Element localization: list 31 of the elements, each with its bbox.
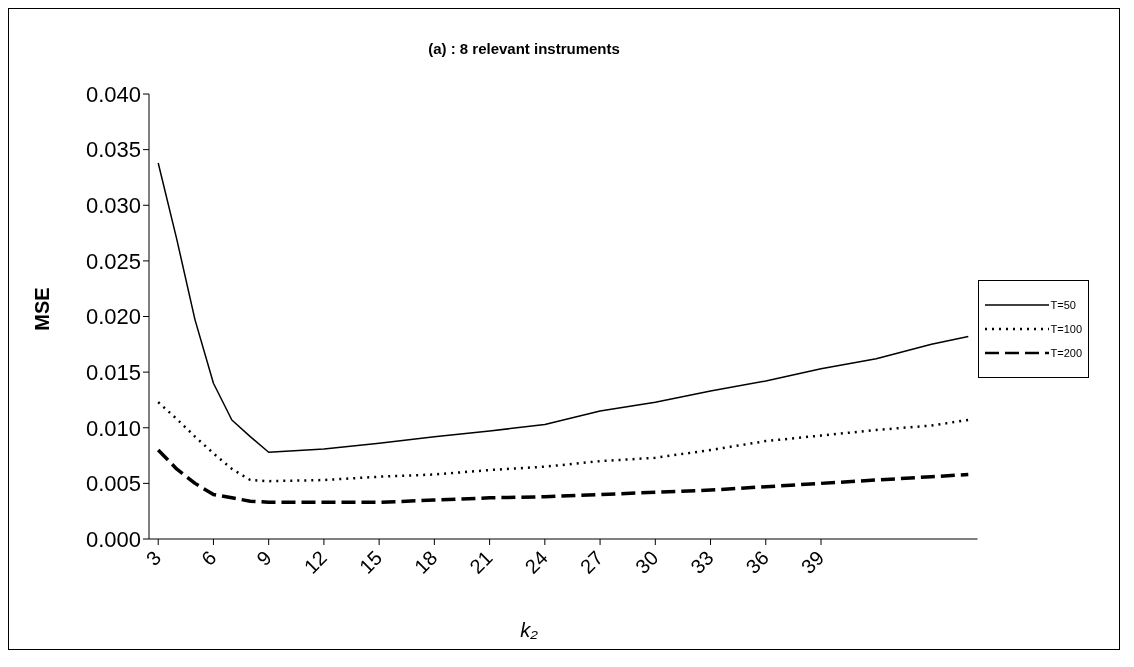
y-tick-label: 0.035 [85, 137, 141, 163]
x-tick-label: 30 [631, 546, 663, 578]
y-tick-label: 0.005 [85, 471, 141, 497]
y-axis-title: MSE [31, 287, 53, 331]
x-tick-label: 6 [197, 546, 221, 570]
line-series [157, 162, 970, 453]
y-tick-label: 0.015 [85, 359, 141, 385]
chart-title: (a) : 8 relevant instruments [428, 40, 620, 57]
y-tick-label: 0.000 [85, 526, 141, 552]
y-tick-label: 0.040 [85, 81, 141, 107]
x-tick-label: 12 [299, 546, 331, 578]
x-tick-label: 21 [465, 546, 497, 578]
x-tick-label: 36 [741, 546, 773, 578]
y-tick-label: 0.010 [85, 415, 141, 441]
y-tick-label: 0.025 [85, 248, 141, 274]
y-tick-label: 0.020 [85, 304, 141, 330]
x-tick-label: 33 [686, 546, 718, 578]
y-tick-label: 0.030 [85, 193, 141, 219]
x-tick-label: 9 [252, 546, 276, 570]
x-tick-label: 3 [141, 546, 166, 570]
line-series [156, 400, 970, 483]
x-tick-label: 27 [575, 546, 608, 578]
x-axis-title: k₂ [520, 619, 539, 641]
x-tick-label: 18 [410, 546, 442, 578]
x-tick-label: 24 [520, 546, 552, 578]
text: T=200 [1050, 347, 1082, 359]
x-tick-label: 15 [354, 546, 387, 578]
text: T=50 [1050, 299, 1076, 311]
text: T=100 [1050, 323, 1082, 335]
line-series [156, 448, 971, 505]
x-tick-label: 39 [796, 546, 829, 578]
